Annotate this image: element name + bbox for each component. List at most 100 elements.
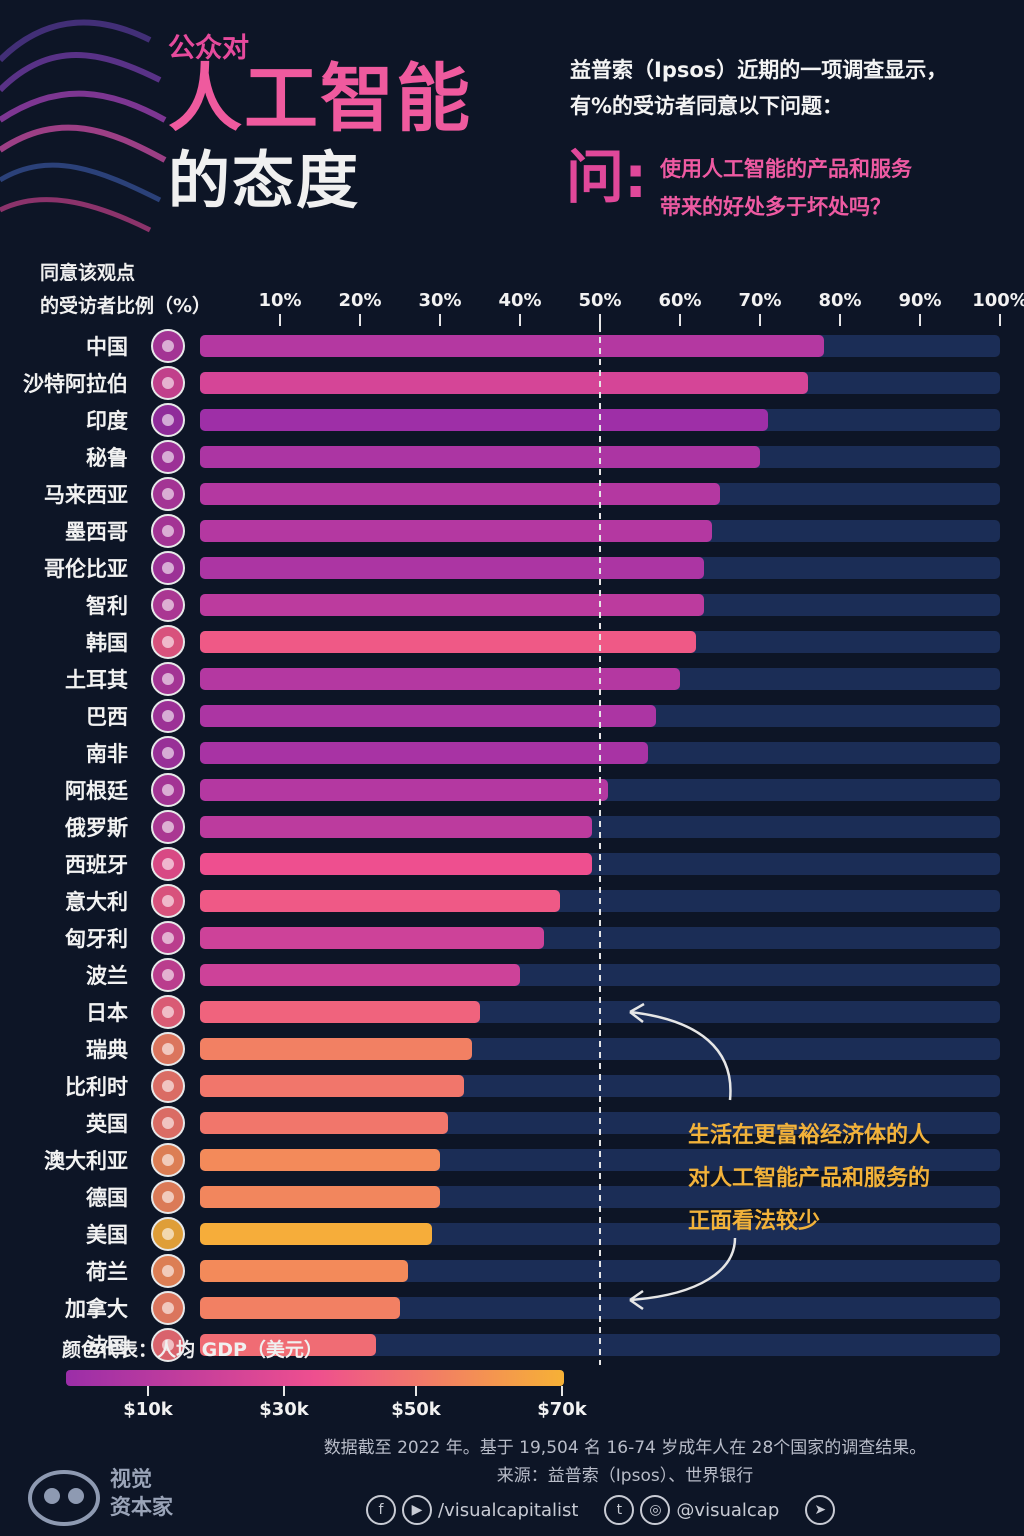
bar bbox=[200, 631, 696, 653]
bar bbox=[200, 705, 656, 727]
x-tick-label: 100% bbox=[972, 290, 1024, 311]
flag-icon bbox=[151, 736, 185, 770]
legend-tick-label: $30k bbox=[259, 1399, 310, 1420]
instagram-icon[interactable]: ◎ bbox=[640, 1495, 671, 1525]
social-handle-site[interactable]: /visualcapitalist bbox=[438, 1499, 579, 1521]
bar bbox=[200, 1334, 376, 1356]
annotation-line-1: 生活在更富裕经济体的人 bbox=[688, 1123, 931, 1148]
social-bar: f ▶ /visualcapitalist t ◎ @visualcap ➤ bbox=[366, 1490, 836, 1530]
question-text: 使用人工智能的产品和服务 带来的好处多于坏处吗？ bbox=[660, 150, 912, 226]
x-tick-label: 70% bbox=[738, 290, 781, 311]
category-label: 巴西 bbox=[86, 705, 128, 729]
bar bbox=[200, 594, 704, 616]
bar bbox=[200, 1112, 448, 1134]
flag-icon bbox=[151, 366, 185, 400]
category-label: 比利时 bbox=[65, 1075, 128, 1099]
flag-icon bbox=[151, 329, 185, 363]
category-label: 秘鲁 bbox=[86, 446, 128, 470]
category-label: 印度 bbox=[86, 409, 128, 433]
footnote-source: 来源：益普索（Ipsos）、世界银行 bbox=[496, 1466, 754, 1486]
bar bbox=[200, 927, 544, 949]
bar bbox=[200, 890, 560, 912]
flag-icon bbox=[151, 1254, 185, 1288]
axis-title-line-1: 同意该观点 bbox=[40, 262, 136, 284]
category-label: 俄罗斯 bbox=[64, 816, 128, 840]
bar bbox=[200, 964, 520, 986]
x-tick-label: 60% bbox=[658, 290, 701, 311]
bar bbox=[200, 668, 680, 690]
bar bbox=[200, 1001, 480, 1023]
title-sub: 的态度 bbox=[168, 144, 361, 217]
flag-icon bbox=[151, 588, 185, 622]
x-tick-label: 10% bbox=[258, 290, 301, 311]
flag-icon bbox=[151, 847, 185, 881]
play-icon[interactable]: ▶ bbox=[402, 1495, 432, 1525]
bar bbox=[200, 409, 768, 431]
title-main: 人工智能 bbox=[168, 56, 472, 142]
bar bbox=[200, 557, 704, 579]
category-label: 日本 bbox=[86, 1001, 128, 1025]
category-label: 马来西亚 bbox=[44, 483, 128, 507]
category-label: 哥伦比亚 bbox=[44, 557, 128, 581]
bar bbox=[200, 1075, 464, 1097]
category-label: 加拿大 bbox=[64, 1297, 128, 1321]
question-line-2: 带来的好处多于坏处吗？ bbox=[660, 195, 891, 219]
flag-icon bbox=[151, 958, 185, 992]
axis-title: 同意该观点 的受访者比例（%） bbox=[40, 257, 211, 323]
flag-icon bbox=[151, 921, 185, 955]
category-label: 英国 bbox=[86, 1112, 128, 1136]
bar-track bbox=[200, 1334, 1000, 1356]
bar bbox=[200, 483, 720, 505]
annotation-arrows bbox=[629, 1002, 737, 1311]
category-label: 墨西哥 bbox=[65, 520, 128, 544]
bar bbox=[200, 1297, 400, 1319]
title-small: 公众对 bbox=[168, 33, 249, 64]
category-label: 德国 bbox=[86, 1186, 128, 1210]
category-label: 中国 bbox=[86, 335, 128, 359]
bar bbox=[200, 520, 712, 542]
category-label: 韩国 bbox=[86, 631, 128, 655]
flag-icon bbox=[151, 625, 185, 659]
x-tick-label: 80% bbox=[818, 290, 861, 311]
cursor-icon[interactable]: ➤ bbox=[805, 1495, 836, 1525]
category-label: 波兰 bbox=[86, 964, 128, 988]
bar bbox=[200, 372, 808, 394]
social-handle-user[interactable]: @visualcap bbox=[676, 1499, 780, 1521]
flag-icon bbox=[151, 440, 185, 474]
bar bbox=[200, 742, 648, 764]
intro-line-2: 有%的受访者同意以下问题： bbox=[570, 94, 844, 118]
category-label: 荷兰 bbox=[86, 1260, 128, 1284]
footnotes: 数据截至 2022 年。基于 19,504 名 16-74 岁成年人在 28个国… bbox=[240, 1434, 1010, 1490]
bar bbox=[200, 1038, 472, 1060]
flag-icon bbox=[151, 1180, 185, 1214]
question-mark-label: 问: bbox=[566, 143, 648, 211]
flag-icon bbox=[151, 1328, 185, 1362]
decorative-swirl bbox=[0, 19, 167, 233]
category-label: 南非 bbox=[86, 742, 128, 766]
category-label: 沙特阿拉伯 bbox=[23, 372, 128, 396]
brand-logo-icon bbox=[28, 1470, 100, 1526]
bar bbox=[200, 1260, 408, 1282]
bar bbox=[200, 779, 608, 801]
flag-icon bbox=[151, 699, 185, 733]
category-label: 澳大利亚 bbox=[44, 1149, 128, 1173]
annotation-line-3: 正面看法较少 bbox=[688, 1209, 821, 1234]
flag-icon bbox=[151, 884, 185, 918]
flag-icon bbox=[151, 995, 185, 1029]
twitter-icon[interactable]: t bbox=[604, 1495, 635, 1525]
flag-icon bbox=[151, 810, 185, 844]
facebook-icon[interactable]: f bbox=[366, 1495, 396, 1525]
category-label: 美国 bbox=[86, 1223, 128, 1247]
legend-tick-label: $10k bbox=[123, 1399, 174, 1420]
category-label: 智利 bbox=[86, 594, 128, 618]
category-label: 土耳其 bbox=[65, 668, 128, 692]
flag-icon bbox=[151, 551, 185, 585]
x-tick-label: 90% bbox=[898, 290, 941, 311]
bar bbox=[200, 446, 760, 468]
category-label: 瑞典 bbox=[86, 1038, 128, 1062]
flag-icon bbox=[151, 1143, 185, 1177]
category-label: 法国 bbox=[86, 1334, 128, 1358]
bar bbox=[200, 1223, 432, 1245]
x-tick-label: 20% bbox=[338, 290, 381, 311]
